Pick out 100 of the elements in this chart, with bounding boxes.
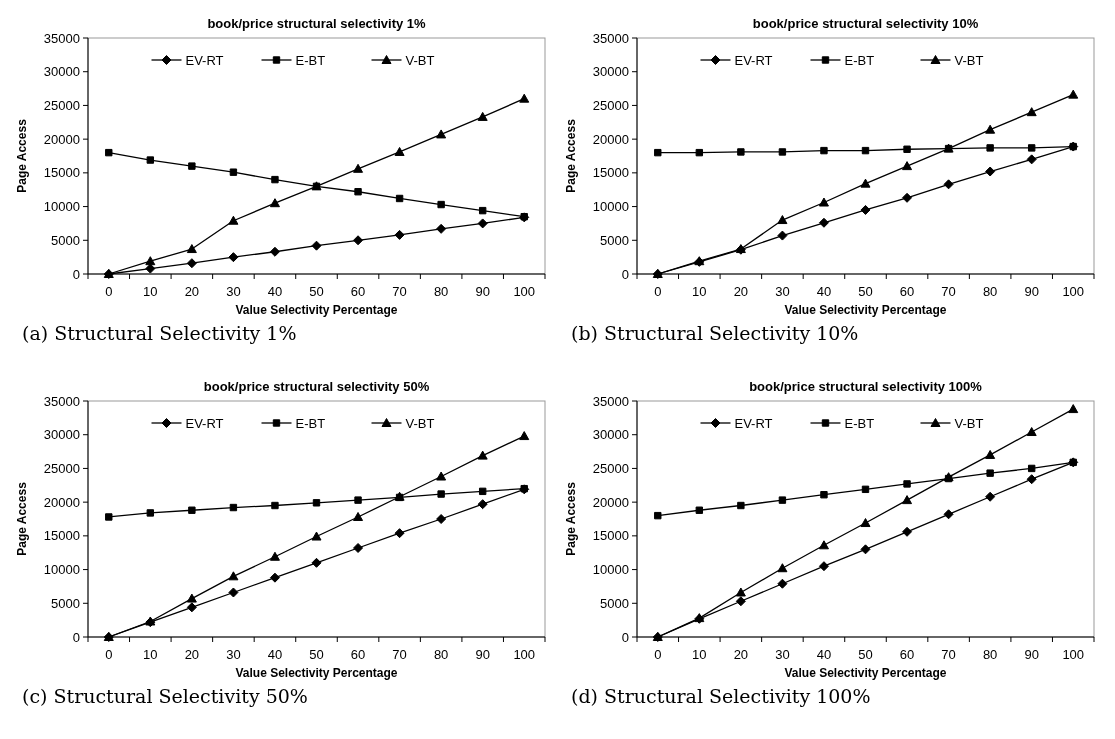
y-tick-label: 30000: [592, 64, 629, 80]
y-tick-label: 20000: [43, 494, 80, 510]
y-tick-label: 25000: [592, 97, 629, 113]
x-tick-label: 0: [105, 647, 113, 662]
chart-title: book/price structural selectivity 10%: [752, 16, 979, 31]
legend-label: E-BT: [295, 415, 326, 431]
x-tick-label: 90: [1024, 284, 1039, 299]
x-tick-label: 70: [392, 284, 407, 299]
y-tick-label: 20000: [592, 494, 629, 510]
y-tick-label: 35000: [43, 30, 80, 46]
y-tick-label: 5000: [600, 232, 629, 248]
legend-label: V-BT: [405, 52, 435, 68]
text: (a) Structural Selectivity 1%: [22, 322, 297, 344]
x-tick-label: 20: [733, 647, 749, 662]
y-axis-title: Page Access: [564, 481, 578, 556]
x-tick-label: 20: [733, 284, 749, 299]
x-tick-label: 90: [475, 284, 490, 299]
x-tick-label: 90: [1024, 647, 1039, 662]
x-tick-label: 10: [692, 647, 707, 662]
chart-title: book/price structural selectivity 100%: [749, 379, 983, 394]
y-tick-label: 20000: [592, 131, 629, 147]
x-tick-label: 50: [309, 284, 324, 299]
legend-label: EV-RT: [734, 52, 773, 68]
y-tick-label: 25000: [43, 460, 80, 476]
y-tick-label: 25000: [43, 97, 80, 113]
x-axis-title: Value Selectivity Percentage: [784, 666, 947, 680]
y-tick-label: 35000: [592, 393, 629, 409]
y-tick-label: 0: [621, 629, 629, 645]
x-tick-label: 40: [267, 284, 283, 299]
y-tick-label: 10000: [43, 562, 80, 578]
legend-label: E-BT: [295, 52, 326, 68]
y-tick-label: 15000: [592, 528, 629, 544]
y-tick-label: 10000: [592, 199, 629, 215]
x-axis-title: Value Selectivity Percentage: [235, 666, 398, 680]
legend-label: V-BT: [405, 415, 435, 431]
x-tick-label: 50: [858, 647, 873, 662]
x-tick-label: 0: [105, 284, 113, 299]
x-tick-label: 80: [433, 284, 449, 299]
x-tick-label: 0: [654, 647, 662, 662]
x-tick-label: 70: [941, 284, 956, 299]
legend-label: EV-RT: [734, 415, 773, 431]
x-tick-label: 40: [816, 284, 832, 299]
y-tick-label: 0: [72, 629, 80, 645]
y-tick-label: 35000: [592, 30, 629, 46]
y-axis-title: Page Access: [15, 118, 29, 193]
x-tick-label: 60: [899, 647, 915, 662]
x-tick-label: 40: [816, 647, 832, 662]
y-tick-label: 10000: [43, 199, 80, 215]
y-axis-title: Page Access: [15, 481, 29, 556]
x-tick-label: 100: [1062, 647, 1085, 662]
legend-label: EV-RT: [185, 52, 224, 68]
x-tick-label: 30: [775, 647, 790, 662]
chart-title: book/price structural selectivity 50%: [203, 379, 430, 394]
x-tick-label: 60: [350, 647, 366, 662]
y-axis-title: Page Access: [564, 118, 578, 193]
x-tick-label: 20: [184, 647, 200, 662]
y-tick-label: 35000: [43, 393, 80, 409]
legend-label: E-BT: [844, 52, 875, 68]
x-tick-label: 20: [184, 284, 200, 299]
legend-label: V-BT: [954, 415, 984, 431]
x-tick-label: 70: [941, 647, 956, 662]
x-tick-label: 90: [475, 647, 490, 662]
x-tick-label: 10: [143, 647, 158, 662]
legend-label: EV-RT: [185, 415, 224, 431]
x-tick-label: 100: [513, 647, 536, 662]
x-tick-label: 60: [899, 284, 915, 299]
y-tick-label: 20000: [43, 131, 80, 147]
x-tick-label: 60: [350, 284, 366, 299]
y-tick-label: 30000: [43, 64, 80, 80]
x-tick-label: 30: [226, 284, 241, 299]
x-tick-label: 10: [143, 284, 158, 299]
x-tick-label: 80: [982, 284, 998, 299]
legend-label: V-BT: [954, 52, 984, 68]
y-tick-label: 15000: [592, 165, 629, 181]
x-tick-label: 10: [692, 284, 707, 299]
x-tick-label: 0: [654, 284, 662, 299]
x-axis-title: Value Selectivity Percentage: [784, 303, 947, 317]
x-tick-label: 100: [1062, 284, 1085, 299]
y-tick-label: 0: [621, 266, 629, 282]
y-tick-label: 5000: [51, 232, 80, 248]
text: (c) Structural Selectivity 50%: [22, 685, 308, 707]
y-tick-label: 5000: [600, 595, 629, 611]
text: (b) Structural Selectivity 10%: [571, 322, 859, 344]
x-tick-label: 30: [226, 647, 241, 662]
x-tick-label: 70: [392, 647, 407, 662]
x-tick-label: 40: [267, 647, 283, 662]
x-tick-label: 50: [309, 647, 324, 662]
y-tick-label: 5000: [51, 595, 80, 611]
y-tick-label: 0: [72, 266, 80, 282]
x-tick-label: 30: [775, 284, 790, 299]
y-tick-label: 10000: [592, 562, 629, 578]
y-tick-label: 30000: [592, 427, 629, 443]
y-tick-label: 15000: [43, 528, 80, 544]
text: (d) Structural Selectivity 100%: [571, 685, 871, 707]
x-tick-label: 50: [858, 284, 873, 299]
x-tick-label: 100: [513, 284, 536, 299]
y-tick-label: 25000: [592, 460, 629, 476]
x-axis-title: Value Selectivity Percentage: [235, 303, 398, 317]
x-tick-label: 80: [433, 647, 449, 662]
y-tick-label: 30000: [43, 427, 80, 443]
